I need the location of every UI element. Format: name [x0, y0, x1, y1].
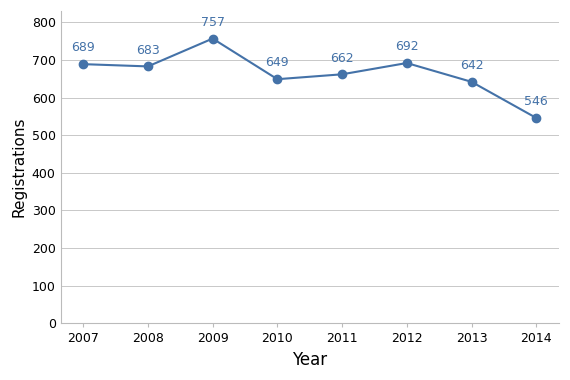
Text: 546: 546 [524, 95, 548, 108]
Text: 662: 662 [330, 52, 354, 65]
Text: 683: 683 [136, 44, 160, 57]
Text: 689: 689 [71, 41, 95, 54]
Text: 757: 757 [201, 16, 225, 29]
Y-axis label: Registrations: Registrations [11, 117, 26, 217]
Text: 649: 649 [266, 57, 289, 70]
X-axis label: Year: Year [292, 351, 327, 369]
Text: 642: 642 [459, 59, 483, 72]
Text: 692: 692 [395, 40, 418, 53]
